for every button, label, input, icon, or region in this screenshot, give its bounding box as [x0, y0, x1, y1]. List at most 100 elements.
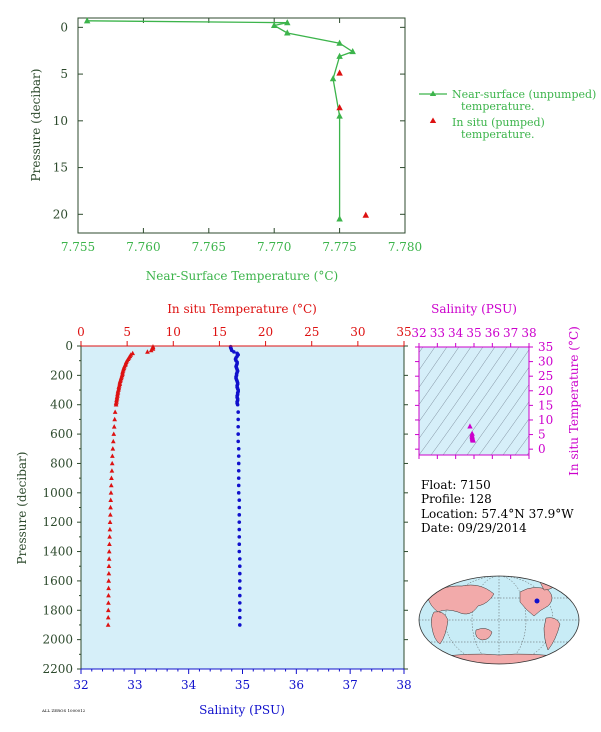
temperature-point: [110, 438, 116, 444]
temperature-point: [109, 475, 114, 480]
salinity-point: [236, 439, 240, 444]
ts-point: [467, 423, 473, 429]
profile-number: Profile: 128: [421, 492, 492, 506]
salinity-point: [237, 498, 242, 502]
near-surface-chart: 7.755 7.760 7.765 7.770 7.775 7.780 05101520 …: [29, 17, 596, 283]
profile-chart: 0200400600800100012001400160018002000220…: [15, 302, 412, 717]
density-contour: [419, 347, 460, 406]
top-y-tick-label: 5: [60, 67, 68, 81]
ts-x-axis-label: Salinity (PSU): [431, 302, 517, 316]
temperature-point: [105, 607, 111, 613]
profile-temperature-axis-label: In situ Temperature (°C): [167, 302, 317, 316]
salinity-point: [238, 579, 242, 583]
profile-y-tick-label: 1800: [42, 603, 73, 617]
salinity-point: [236, 410, 240, 414]
density-contour: [430, 347, 508, 455]
top-x-tick-label: 7.780: [388, 240, 422, 254]
legend-item-1-line2: temperature.: [461, 100, 535, 113]
ts-y-tick-label: 15: [538, 398, 553, 412]
land-antarctica: [419, 653, 579, 664]
top-y-tick-label: 15: [53, 161, 68, 175]
salinity-point: [238, 608, 242, 613]
ts-x-tick-label: 34: [448, 326, 464, 340]
ts-y-tick-label: 25: [538, 369, 553, 383]
temperature-point: [145, 349, 150, 354]
profile-y-tick-label: 1000: [42, 486, 73, 500]
temperature-point: [113, 402, 119, 407]
salinity-point: [237, 527, 242, 532]
top-y-tick-label: 20: [53, 207, 68, 221]
salinity-point: [237, 513, 242, 517]
density-contour: [419, 347, 472, 423]
profile-y-tick-label: 2200: [42, 662, 73, 676]
temperature-point: [108, 482, 114, 488]
salinity-tick-label: 36: [289, 678, 304, 692]
near-surface-point: [284, 29, 291, 36]
salinity-point: [236, 446, 241, 451]
temperature-tick-label: 10: [166, 325, 181, 339]
salinity-point: [236, 468, 241, 473]
salinity-point: [238, 557, 242, 561]
salinity-point: [232, 350, 236, 354]
temperature-point: [106, 548, 112, 554]
density-contour: [419, 347, 484, 439]
temperature-point: [111, 424, 117, 429]
salinity-point: [238, 593, 242, 598]
footer-code: ALL ZEROS 1000012: [41, 708, 86, 713]
temperature-point: [108, 497, 114, 502]
near-surface-point: [336, 215, 343, 222]
profile-salinity-axis-label: Salinity (PSU): [199, 703, 285, 717]
float-location-marker: [534, 598, 540, 604]
salinity-tick-label: 35: [235, 678, 250, 692]
temperature-point: [108, 512, 113, 517]
temperature-tick-label: 25: [304, 325, 319, 339]
salinity-point: [235, 402, 240, 407]
top-x-axis-label: Near-Surface Temperature (°C): [146, 269, 338, 283]
location: Location: 57.4°N 37.9°W: [421, 507, 574, 521]
profile-y-tick-label: 2000: [42, 633, 73, 647]
temperature-tick-label: 20: [258, 325, 273, 339]
salinity-point: [236, 432, 240, 436]
top-y-tick-label: 0: [60, 20, 68, 34]
float-info: Float: 7150 Profile: 128 Location: 57.4°…: [421, 478, 574, 535]
in-situ-point: [336, 104, 343, 111]
float-id: Float: 7150: [421, 478, 491, 492]
temperature-tick-label: 30: [350, 325, 365, 339]
profile-y-tick-label: 1200: [42, 515, 73, 529]
temperature-point: [111, 431, 117, 436]
density-contour: [442, 347, 520, 455]
ts-point: [470, 437, 476, 443]
top-x-tick-label: 7.755: [61, 240, 95, 254]
ts-y-tick-label: 35: [538, 340, 553, 354]
map-border: [418, 575, 580, 665]
top-x-tick-label: 7.770: [257, 240, 291, 254]
salinity-point: [238, 571, 242, 576]
top-x-axis: 7.755 7.760 7.765 7.770 7.775 7.780: [61, 18, 422, 254]
legend-item-1-line1: Near-surface (unpumped): [452, 88, 596, 101]
ts-x-tick-label: 36: [485, 326, 500, 340]
density-contour: [419, 347, 448, 388]
salinity-tick-label: 32: [73, 678, 88, 692]
ts-series-layer: [467, 423, 476, 443]
temperature-point: [106, 585, 111, 591]
near-surface-point: [83, 17, 91, 24]
temperature-point: [107, 534, 112, 539]
density-contour: [454, 349, 529, 455]
temperature-tick-label: 35: [396, 325, 411, 339]
temperature-point: [107, 541, 112, 547]
salinity-tick-label: 33: [127, 678, 142, 692]
temperature-point: [109, 460, 115, 466]
profile-plot-background: [81, 346, 404, 669]
temperature-point: [106, 563, 112, 569]
profile-y-tick-label: 1400: [42, 545, 73, 559]
top-x-tick-label: 7.775: [322, 240, 356, 254]
top-series-layer: [83, 17, 369, 222]
top-legend: Near-surface (unpumped) temperature. In …: [419, 88, 596, 141]
top-y-axis: 0 5 10 15 20: [53, 20, 405, 221]
top-plot-frame: [77, 17, 406, 234]
ts-x-tick-label: 37: [503, 326, 518, 340]
top-x-tick-label: 7.765: [192, 240, 226, 254]
ts-x-tick-label: 35: [466, 326, 481, 340]
